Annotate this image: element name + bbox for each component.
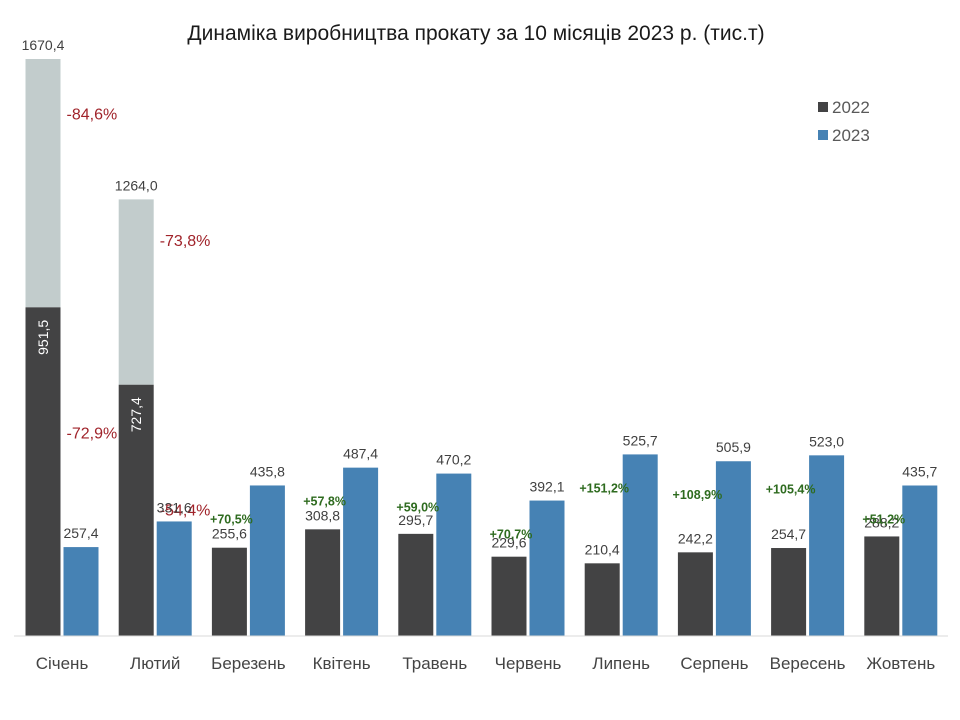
legend-swatch-2023 — [818, 130, 828, 140]
bar-2022-7 — [677, 552, 713, 636]
labels-group: 1670,4 -84,6% 951,5 -72,9% 257,4 Січень 1264,0… — [22, 37, 938, 673]
bar-2022-0 — [25, 307, 61, 636]
label-2023-2: 435,8 — [250, 463, 285, 479]
bar-2023-0 — [63, 547, 99, 636]
bar-2022-6 — [584, 563, 620, 636]
bar-2023-2 — [249, 485, 285, 636]
category-label-2: Березень — [211, 654, 286, 673]
category-label-3: Квітень — [313, 654, 371, 673]
change-vs-2022-0: -72,9% — [67, 425, 118, 442]
label-2023-0: 257,4 — [63, 525, 98, 541]
label-2022-0: 951,5 — [35, 320, 51, 355]
category-label-9: Жовтень — [866, 654, 935, 673]
label-2023-7: 505,9 — [716, 439, 751, 455]
legend-label-2023: 2023 — [832, 126, 870, 145]
change-vs-2021-1: -73,8% — [160, 233, 211, 250]
label-2021-1: 1264,0 — [115, 177, 158, 193]
label-2023-4: 470,2 — [436, 452, 471, 468]
legend-swatch-2022 — [818, 102, 828, 112]
bar-2022-2 — [211, 547, 247, 636]
label-2023-8: 523,0 — [809, 433, 844, 449]
change-vs-2022-5: +70,7% — [490, 528, 533, 542]
bar-2022-9 — [864, 536, 900, 636]
bars-group — [25, 59, 938, 636]
change-vs-2022-7: +108,9% — [673, 488, 723, 502]
change-vs-2022-4: +59,0% — [396, 501, 439, 515]
change-vs-2022-2: +70,5% — [210, 512, 253, 526]
category-label-7: Серпень — [680, 654, 748, 673]
bar-2022-1 — [118, 384, 154, 636]
label-2023-6: 525,7 — [623, 432, 658, 448]
category-label-4: Травень — [402, 654, 467, 673]
label-2023-9: 435,7 — [902, 463, 937, 479]
change-vs-2022-6: +151,2% — [579, 481, 629, 495]
label-2022-6: 210,4 — [585, 541, 620, 557]
bar-2021-1 — [118, 199, 154, 385]
bar-2023-9 — [902, 485, 938, 636]
bar-2022-3 — [305, 529, 341, 636]
label-2023-5: 392,1 — [529, 479, 564, 495]
bar-2022-4 — [398, 533, 434, 636]
label-2022-7: 242,2 — [678, 530, 713, 546]
label-2022-8: 254,7 — [771, 526, 806, 542]
bar-2023-7 — [715, 461, 751, 636]
category-label-8: Вересень — [770, 654, 846, 673]
label-2022-1: 727,4 — [128, 397, 144, 432]
label-2022-3: 308,8 — [305, 507, 340, 523]
label-2023-3: 487,4 — [343, 446, 378, 462]
bar-2023-1 — [156, 521, 192, 636]
change-vs-2022-8: +105,4% — [766, 482, 816, 496]
chart-title: Динаміка виробництва прокату за 10 місяц… — [187, 22, 764, 45]
label-2022-2: 255,6 — [212, 526, 247, 542]
label-2022-9: 288,2 — [864, 514, 899, 530]
legend-label-2022: 2022 — [832, 98, 870, 117]
change-vs-2022-9: +51,2% — [862, 512, 905, 526]
label-2023-1: 331,6 — [157, 499, 192, 515]
label-2022-4: 295,7 — [398, 512, 433, 528]
category-label-6: Липень — [592, 654, 650, 673]
change-vs-2022-1: -54,4% — [160, 503, 211, 520]
legend: 2022 2023 — [818, 98, 870, 145]
category-label-1: Лютий — [130, 654, 180, 673]
bar-2022-8 — [771, 548, 807, 636]
label-2021-0: 1670,4 — [22, 37, 65, 53]
bar-2023-8 — [809, 455, 845, 636]
bar-2023-4 — [436, 473, 472, 636]
change-vs-2022-3: +57,8% — [303, 495, 346, 509]
change-vs-2021-0: -84,6% — [67, 107, 118, 124]
bar-2023-5 — [529, 500, 565, 636]
label-2022-5: 229,6 — [491, 535, 526, 551]
bar-2023-6 — [622, 454, 658, 636]
category-label-0: Січень — [36, 654, 89, 673]
category-label-5: Червень — [495, 654, 562, 673]
bar-2021-0 — [25, 59, 61, 308]
bar-2022-5 — [491, 556, 527, 636]
bar-2023-3 — [343, 467, 379, 636]
